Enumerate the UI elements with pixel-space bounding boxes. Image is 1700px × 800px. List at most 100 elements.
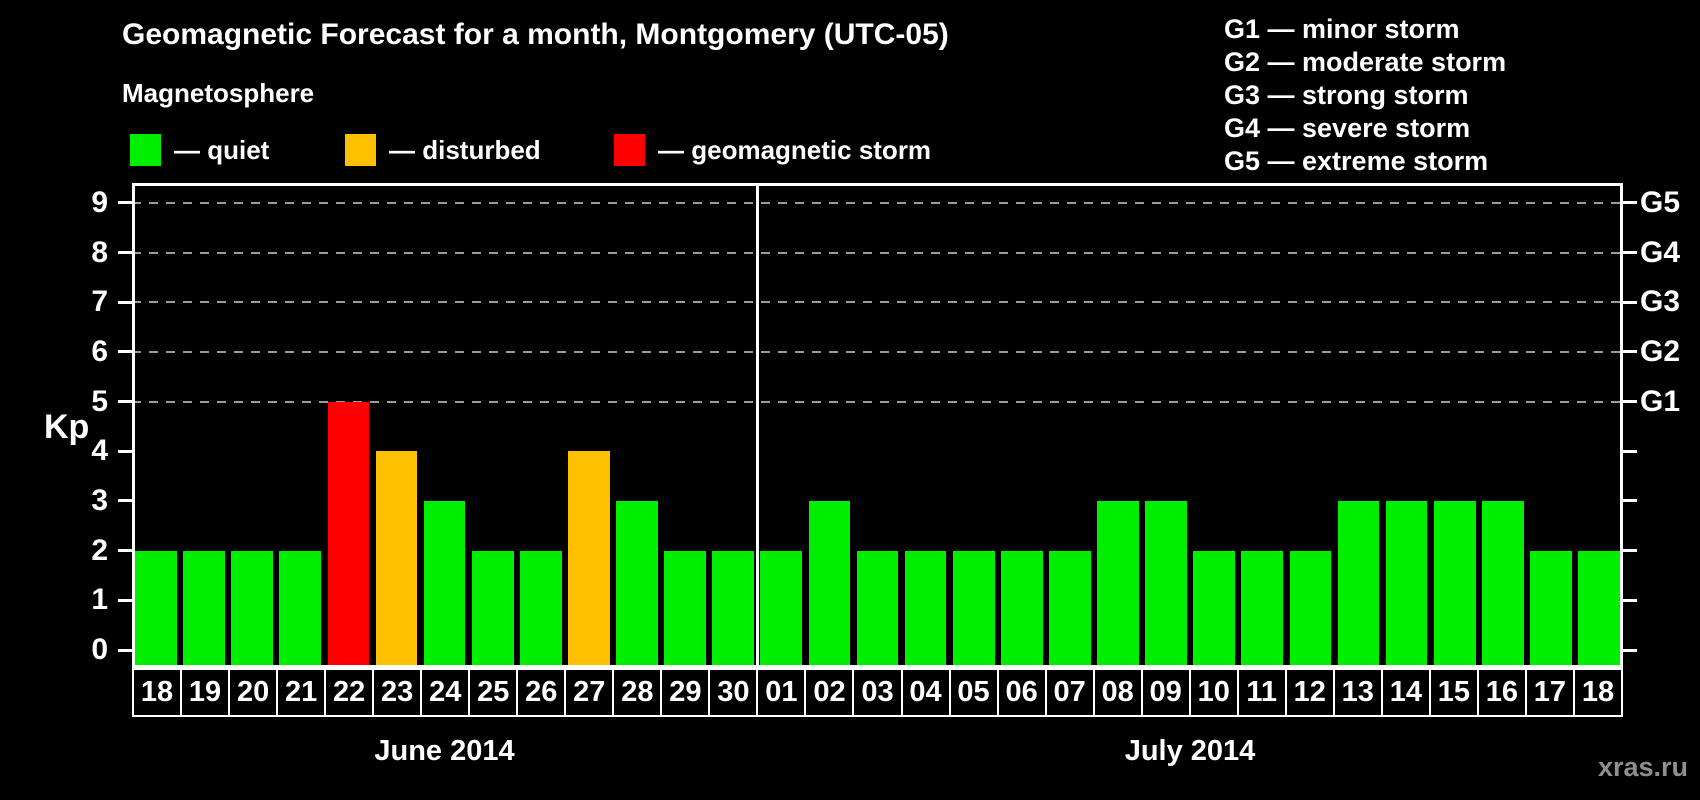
gridline-kp5 (132, 400, 1623, 403)
kp-bar (856, 550, 899, 668)
g-axis-tick (1623, 449, 1637, 453)
kp-axis-tick (118, 201, 132, 205)
kp-tick-label: 6 (91, 334, 108, 368)
g-scale-label: G2 (1640, 334, 1681, 368)
legend-item-storm: — geomagnetic storm (614, 133, 931, 167)
kp-bar (1145, 500, 1187, 668)
day-label: 18 (1574, 668, 1623, 717)
day-label: 14 (1382, 668, 1431, 717)
g-scale-label: G5 (1640, 185, 1681, 219)
kp-bar (1481, 500, 1524, 668)
day-label: 30 (710, 668, 759, 717)
day-axis: 18 19 20 21 22 23 24 25 26 27 28 29 30 01 02 03 04 05 06 07… (132, 668, 1623, 717)
month-label-june: June 2014 (374, 735, 515, 767)
kp-bar (423, 500, 466, 668)
gridline-kp7 (132, 301, 1623, 304)
kp-bar (1097, 500, 1139, 668)
kp-tick-label: 5 (91, 384, 108, 418)
kp-bar (471, 550, 514, 668)
day-label: 12 (1286, 668, 1335, 717)
g-axis-tick (1623, 648, 1637, 652)
day-label: 20 (230, 668, 279, 717)
g-axis-tick (1623, 400, 1637, 404)
disturbed-color-swatch (345, 134, 376, 166)
day-label: 21 (278, 668, 327, 717)
day-label: 09 (1142, 668, 1191, 717)
magnetosphere-legend-heading: Magnetosphere (122, 78, 315, 108)
day-label: 05 (950, 668, 999, 717)
g-scale-legend-line-g2: G2 — moderate storm (1224, 47, 1507, 77)
kp-axis-tick (118, 350, 132, 354)
month-separator (755, 183, 759, 668)
kp-axis-tick (118, 400, 132, 404)
chart-title: Geomagnetic Forecast for a month, Montgo… (122, 18, 949, 51)
kp-tick-label: 8 (91, 235, 108, 269)
kp-bar (375, 451, 418, 668)
day-label: 16 (1478, 668, 1527, 717)
day-label: 04 (902, 668, 951, 717)
kp-bar (712, 550, 755, 668)
kp-bar (1049, 550, 1091, 668)
day-label: 22 (326, 668, 375, 717)
g-axis-tick (1623, 598, 1637, 602)
day-label: 08 (1094, 668, 1143, 717)
kp-axis-tick (118, 598, 132, 602)
quiet-color-swatch (130, 134, 161, 166)
g-scale-legend: G1 — minor storm G2 — moderate storm G3 … (1224, 13, 1506, 178)
kp-tick-label: 0 (91, 633, 108, 666)
kp-bar (1193, 550, 1236, 668)
kp-tick-label: 1 (91, 583, 108, 617)
day-label: 15 (1430, 668, 1479, 717)
kp-bar (616, 500, 658, 668)
day-label: 01 (758, 668, 807, 717)
kp-bar (1241, 550, 1284, 668)
kp-axis-tick (118, 300, 132, 304)
legend-item-storm-label: — geomagnetic storm (658, 134, 932, 165)
kp-tick-label: 9 (91, 185, 108, 219)
kp-bar (664, 550, 706, 668)
g-axis-tick (1623, 549, 1637, 553)
kp-bar (279, 550, 322, 668)
gridline-kp9 (132, 201, 1623, 204)
gridline-kp6 (132, 350, 1623, 353)
kp-bar (904, 550, 947, 668)
legend-item-quiet: — quiet (130, 133, 269, 167)
kp-axis-tick (118, 499, 132, 503)
kp-axis-tick (118, 549, 132, 553)
day-label: 25 (470, 668, 519, 717)
day-label: 27 (566, 668, 615, 717)
watermark: xras.ru (1597, 752, 1688, 782)
kp-bar (135, 550, 177, 668)
day-label: 02 (806, 668, 855, 717)
day-label: 03 (854, 668, 903, 717)
kp-bar (808, 500, 851, 668)
kp-bar (1385, 500, 1428, 668)
day-label: 07 (1046, 668, 1095, 717)
kp-bar (1578, 550, 1620, 668)
g-axis-tick (1623, 201, 1637, 205)
kp-bar (327, 401, 370, 668)
legend-item-quiet-label: — quiet (174, 134, 270, 165)
g-axis-tick (1623, 499, 1637, 503)
kp-bar (1289, 550, 1332, 668)
g-scale-label: G3 (1640, 285, 1681, 319)
kp-axis-tick (118, 648, 132, 652)
day-label: 18 (132, 668, 183, 717)
day-label: 11 (1238, 668, 1287, 717)
kp-tick-label: 2 (91, 533, 108, 567)
g-scale-label: G4 (1640, 235, 1681, 269)
kp-bar (231, 550, 274, 668)
day-label: 17 (1526, 668, 1575, 717)
kp-bar (1433, 500, 1476, 668)
month-label-july: July 2014 (1124, 735, 1256, 767)
g-scale-legend-line-g3: G3 — strong storm (1224, 80, 1469, 110)
day-label: 26 (518, 668, 567, 717)
kp-tick-label: 7 (91, 285, 108, 319)
storm-color-swatch (614, 134, 645, 166)
kp-bar (760, 550, 803, 668)
g-axis-tick (1623, 350, 1637, 354)
kp-bar (1337, 500, 1380, 668)
day-label: 06 (998, 668, 1047, 717)
day-label: 29 (662, 668, 711, 717)
